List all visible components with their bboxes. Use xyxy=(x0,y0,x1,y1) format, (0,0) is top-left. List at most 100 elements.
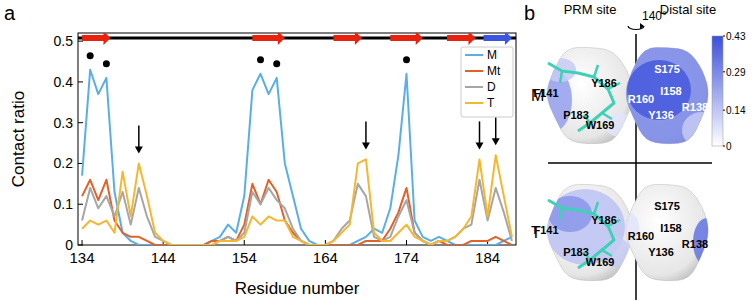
x-tick-label: 184 xyxy=(475,249,500,266)
residue-label: R160 xyxy=(628,93,654,105)
arrow-head xyxy=(492,138,500,145)
series-line xyxy=(82,155,512,245)
rotation-label: 140° xyxy=(642,9,667,23)
peptide-sidechain xyxy=(560,71,562,83)
x-tick-label: 134 xyxy=(70,249,95,266)
peak-dot xyxy=(257,56,264,63)
peak-dot xyxy=(273,60,280,67)
surface-patches xyxy=(615,212,721,266)
residue-label: F141 xyxy=(533,224,558,236)
colorbar-label: 0 xyxy=(726,141,732,152)
x-tick xyxy=(82,240,83,245)
x-tick-label: 164 xyxy=(313,249,338,266)
y-tick-label: 0.2 xyxy=(54,155,74,171)
residue-label: I158 xyxy=(660,85,681,97)
peptide-sidechain xyxy=(594,202,598,214)
arrow-shaft xyxy=(138,125,140,149)
y-tick-label: 0.5 xyxy=(54,33,74,49)
contact-patch xyxy=(615,45,719,145)
figure: a 134 144 154 164 174 184 0 0.1 0.2 0.3 0.4 0.5 Resid… xyxy=(0,0,756,303)
legend-label: M xyxy=(487,48,497,62)
surface-patches xyxy=(615,45,722,148)
residue-label: S175 xyxy=(654,200,680,212)
series-line xyxy=(82,180,512,245)
plot-frame xyxy=(78,33,516,245)
surface xyxy=(615,184,721,280)
legend-swatch xyxy=(465,102,483,104)
arrow-head xyxy=(135,146,143,153)
colorbar-tick xyxy=(723,146,725,147)
panel-label: b xyxy=(524,2,535,24)
y-tick xyxy=(78,245,83,246)
peak-dot xyxy=(403,56,410,63)
colorbar xyxy=(712,36,723,146)
strand-arrow xyxy=(334,33,362,45)
column-header: PRM site xyxy=(564,2,617,17)
residue-label: W169 xyxy=(586,119,615,131)
panel-label: a xyxy=(4,2,16,24)
residue-label: F141 xyxy=(533,87,558,99)
colorbar-label: 0.14 xyxy=(726,105,746,116)
x-tick xyxy=(406,240,407,245)
legend-swatch xyxy=(465,54,483,56)
y-tick-label: 0.3 xyxy=(54,115,74,131)
strand-arrow xyxy=(447,33,475,45)
divider xyxy=(548,162,712,164)
x-axis-label: Residue number xyxy=(235,279,360,298)
strand-arrow xyxy=(390,33,422,45)
peak-arrow xyxy=(476,121,484,149)
residue-label: R138 xyxy=(682,238,708,250)
strand-arrow xyxy=(252,33,284,45)
x-tick-label: 154 xyxy=(232,249,257,266)
y-tick-label: 0.1 xyxy=(54,196,74,212)
peak-arrow xyxy=(135,125,143,153)
residue-label: Y186 xyxy=(591,77,617,89)
y-tick xyxy=(78,204,83,205)
x-tick xyxy=(244,240,245,245)
colorbar-tick xyxy=(723,110,725,111)
y-tick xyxy=(78,122,83,123)
residue-label: R160 xyxy=(628,230,654,242)
arrow-shaft xyxy=(495,117,497,141)
y-tick-label: 0 xyxy=(65,237,73,253)
surface xyxy=(615,45,722,148)
colorbar-label: 0.43 xyxy=(726,31,746,42)
series-line xyxy=(82,180,512,245)
residue-label: S175 xyxy=(654,63,680,75)
legend-label: Mt xyxy=(487,64,501,78)
peak-arrow xyxy=(492,117,500,145)
legend-swatch xyxy=(465,70,483,72)
column-header: Distal site xyxy=(660,2,716,17)
plot-area xyxy=(78,33,516,245)
legend-label: D xyxy=(487,80,496,94)
legend-label: T xyxy=(487,96,495,110)
peak-dot xyxy=(103,60,110,67)
peptide-sidechain xyxy=(594,65,598,77)
residue-label: R138 xyxy=(682,101,708,113)
x-tick-label: 174 xyxy=(394,249,419,266)
surface-patches xyxy=(532,58,635,137)
peak-arrow xyxy=(362,121,370,149)
y-tick-label: 0.4 xyxy=(54,74,74,90)
arrow-shaft xyxy=(479,121,481,145)
y-tick xyxy=(78,81,83,82)
y-axis-label: Contact ratio xyxy=(9,91,28,187)
residue-label: Y136 xyxy=(648,109,674,121)
arrow-head xyxy=(476,142,484,149)
colorbar-tick xyxy=(723,71,725,72)
residue-label: W169 xyxy=(586,256,615,268)
peptide-sidechain xyxy=(560,208,562,220)
arrow-shaft xyxy=(365,121,367,145)
legend-swatch xyxy=(465,86,483,88)
colorbar-tick xyxy=(723,36,725,37)
arrow-head xyxy=(362,142,370,149)
legend-box xyxy=(461,47,513,117)
peak-dot xyxy=(87,52,94,59)
strand-arrow xyxy=(484,33,512,45)
residue-label: Y186 xyxy=(591,214,617,226)
strand-arrow xyxy=(82,33,110,45)
residue-label: I158 xyxy=(660,222,681,234)
colorbar-label: 0.29 xyxy=(726,67,746,78)
x-tick-label: 144 xyxy=(151,249,176,266)
surface xyxy=(532,47,635,143)
